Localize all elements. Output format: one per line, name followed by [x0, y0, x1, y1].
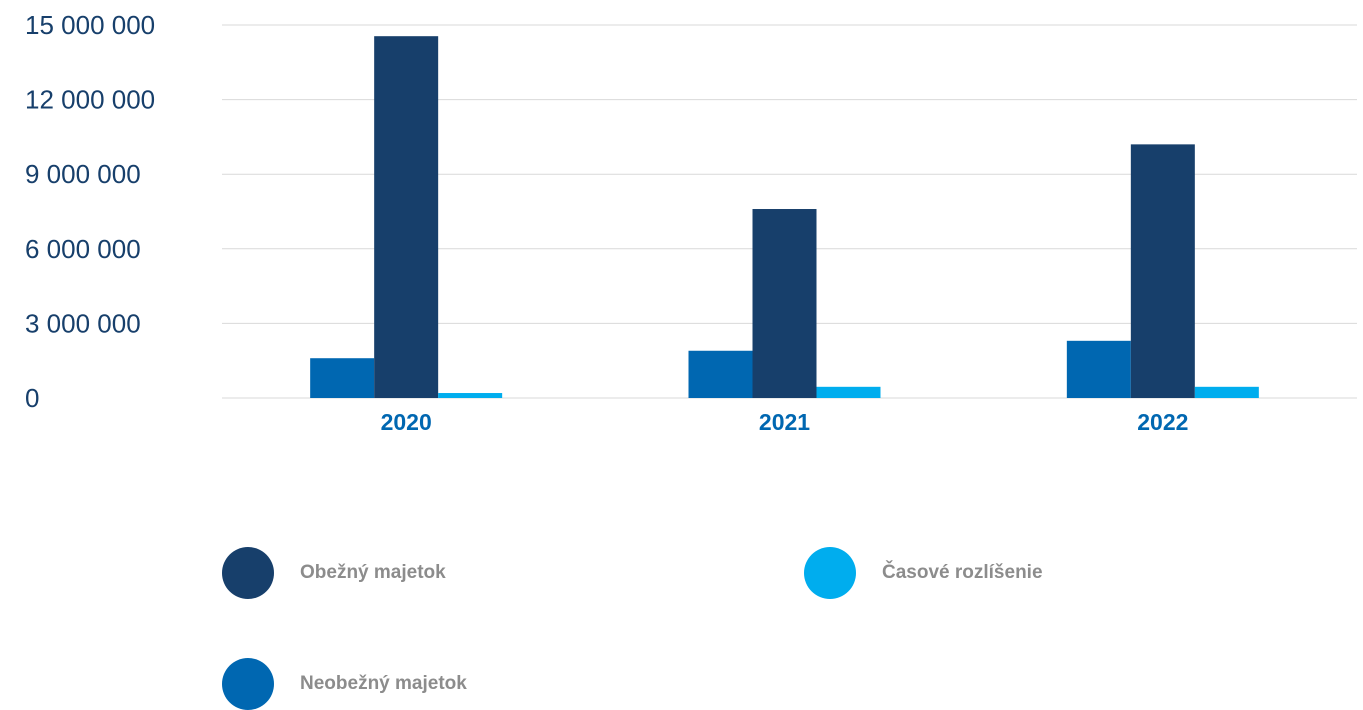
y-tick-label: 12 000 000: [25, 85, 155, 115]
bar: [1194, 386, 1259, 398]
y-tick-label: 0: [25, 383, 39, 413]
bar: [688, 350, 753, 398]
bar: [1066, 340, 1131, 398]
bar: [438, 393, 503, 398]
y-tick-label: 6 000 000: [25, 234, 141, 264]
bar: [816, 386, 881, 398]
bar: [1130, 144, 1195, 398]
y-tick-label: 15 000 000: [25, 10, 155, 40]
x-tick-label: 2020: [381, 409, 432, 435]
y-axis-tick-labels: 0 3 000 000 6 000 000 9 000 000 12 000 000 15…: [25, 10, 155, 413]
y-tick-label: 9 000 000: [25, 159, 141, 189]
x-axis-category-labels: 2020 2021 2022: [381, 409, 1189, 435]
bar: [752, 209, 817, 398]
bars: [310, 36, 1259, 398]
x-tick-label: 2021: [759, 409, 810, 435]
bar: [374, 36, 439, 398]
x-tick-label: 2022: [1137, 409, 1188, 435]
y-tick-label: 3 000 000: [25, 308, 141, 338]
bar: [310, 358, 375, 398]
